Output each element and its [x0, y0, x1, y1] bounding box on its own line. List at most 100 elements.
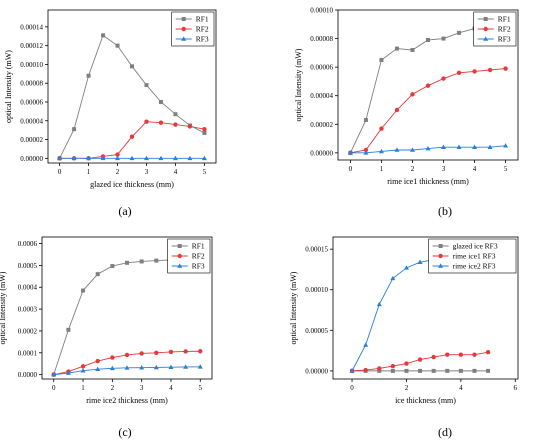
panel-label: (a): [118, 204, 131, 218]
data-point: [441, 36, 446, 41]
chart-panel-3: 0 1 2 3 4 5 0.0000 0.0001 0.0002 0.0003 0.0004 0.00…: [0, 236, 213, 439]
data-point: [379, 58, 384, 62]
y-tick-label: 0.0000: [18, 371, 38, 379]
data-point: [65, 370, 71, 375]
y-tick-label: 0.00002: [20, 136, 43, 144]
data-point: [349, 368, 355, 373]
data-point: [503, 143, 509, 148]
plot-frame: [337, 9, 519, 161]
x-axis-title: glazed ice thickness (mm): [90, 180, 174, 189]
data-point: [487, 67, 493, 73]
data-point: [81, 288, 86, 293]
legend-label: rime ice2 RF3: [453, 262, 496, 271]
chart-panel-1: 0 1 2 3 4 5 0.00000 0.00002 0.00004 0.00006 0.0000…: [4, 9, 217, 218]
data-point: [472, 69, 477, 74]
data-point: [472, 368, 477, 373]
legend-marker: [177, 263, 183, 268]
data-point: [418, 368, 423, 373]
series-line-1: [53, 258, 201, 375]
data-point: [115, 152, 120, 157]
data-point: [202, 130, 207, 135]
x-axis-title: rime ice1 thickness (mm): [387, 177, 469, 186]
legend-marker: [177, 244, 182, 248]
data-point: [404, 368, 409, 373]
y-tick-label: 0.00000: [310, 149, 333, 157]
data-point: [363, 147, 369, 153]
y-axis-title: optical Intensity (mW): [294, 48, 303, 121]
x-tick-label: 3: [145, 168, 149, 176]
legend-label: rime ice1 RF3: [453, 252, 496, 261]
data-point: [458, 352, 464, 357]
series-line-2: [59, 121, 205, 159]
legend-marker: [438, 263, 444, 268]
x-axis-title: rime ice2 thickness (mm): [86, 396, 168, 405]
data-point: [441, 76, 446, 81]
data-point: [198, 349, 203, 354]
x-tick-label: 2: [111, 384, 115, 392]
legend-marker: [483, 36, 489, 41]
data-point: [143, 155, 149, 161]
data-point: [80, 364, 86, 369]
data-point: [201, 155, 207, 161]
y-axis-title: optical Intensity (mW): [4, 50, 13, 123]
data-point: [124, 352, 130, 358]
data-point: [57, 155, 63, 161]
data-point: [158, 155, 164, 161]
data-point: [503, 66, 508, 71]
x-tick-label: 1: [380, 165, 384, 173]
data-point: [202, 127, 207, 132]
data-point: [485, 350, 491, 355]
x-tick-label: 4: [459, 384, 463, 392]
chart-panel-4: 0 2 4 6 0.00000 0.00005 0.00010 0.00015 ice thic…: [289, 236, 519, 439]
data-point: [425, 83, 431, 88]
x-tick-label: 4: [169, 384, 173, 392]
y-tick-label: 0.00012: [20, 42, 43, 50]
data-point: [486, 368, 491, 373]
y-tick-label: 0.00000: [20, 155, 43, 163]
x-tick-label: 0: [52, 384, 56, 392]
y-tick-label: 0.00008: [310, 35, 333, 43]
x-tick-label: 5: [504, 165, 508, 173]
legend-label: RF3: [498, 35, 511, 44]
x-tick-label: 5: [203, 168, 207, 176]
y-tick-label: 0.00010: [20, 61, 43, 69]
plot-frame: [47, 9, 217, 164]
legend-marker: [177, 253, 182, 259]
x-tick-label: 5: [199, 384, 203, 392]
data-point: [377, 368, 382, 373]
data-point: [158, 120, 164, 125]
legend-marker: [181, 36, 187, 41]
data-point: [71, 155, 77, 161]
y-tick-label: 0.00015: [305, 246, 328, 254]
x-tick-label: 2: [116, 168, 120, 176]
x-tick-label: 6: [514, 384, 518, 392]
data-point: [124, 365, 130, 370]
data-point: [390, 368, 395, 373]
legend-label: RF2: [192, 252, 205, 261]
data-point: [130, 64, 134, 69]
y-tick-label: 0.00002: [310, 121, 333, 129]
x-tick-label: 3: [140, 384, 144, 392]
chart-panel-2: 0 1 2 3 4 5 0.00000 0.00002 0.00004 0.00006 0.0000…: [294, 7, 519, 218]
data-point: [379, 126, 384, 131]
y-tick-label: 0.0005: [18, 262, 38, 270]
data-point: [390, 275, 396, 281]
y-tick-label: 0.00006: [20, 98, 43, 106]
data-point: [66, 327, 71, 332]
data-point: [390, 363, 396, 369]
data-point: [458, 368, 463, 373]
data-point: [86, 73, 91, 78]
data-point: [115, 43, 120, 48]
legend-marker: [483, 17, 488, 21]
data-point: [394, 46, 399, 51]
data-point: [183, 364, 189, 369]
legend-marker: [181, 17, 186, 21]
data-point: [410, 92, 415, 97]
data-point: [168, 364, 174, 370]
y-tick-label: 0.00005: [305, 327, 328, 335]
panel-label: (b): [438, 204, 452, 218]
x-tick-label: 2: [405, 384, 409, 392]
